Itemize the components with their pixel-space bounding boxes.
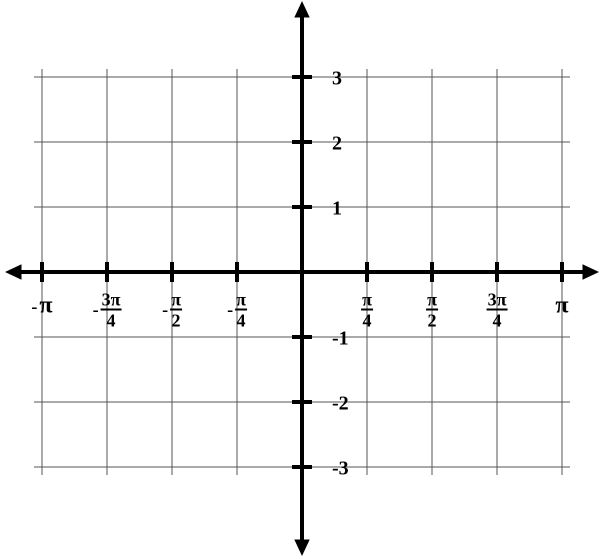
trig-coordinate-plane [0, 0, 600, 559]
